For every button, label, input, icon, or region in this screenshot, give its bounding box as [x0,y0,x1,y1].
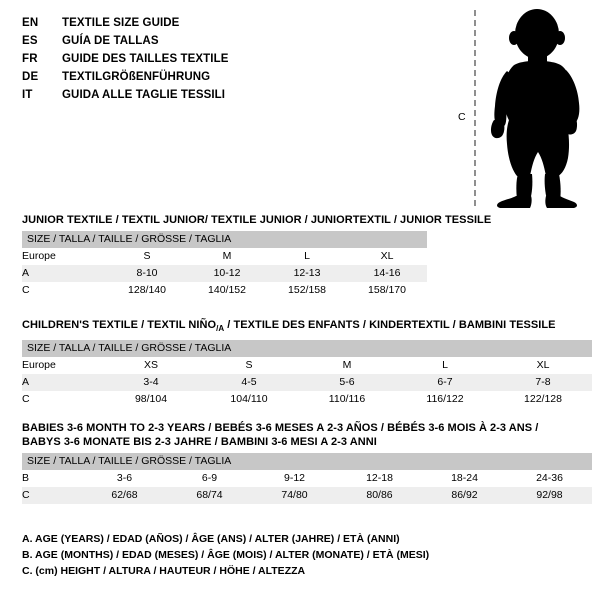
table-header-row: SIZE / TALLA / TAILLE / GRÖSSE / TAGLIA [22,340,592,358]
language-row-en: EN TEXTILE SIZE GUIDE [22,14,322,32]
cell-value: 92/98 [507,487,593,504]
cell-value: 80/86 [337,487,422,504]
cell-value: S [107,248,187,265]
language-code: ES [22,35,38,47]
cell-value: 14-16 [347,265,428,282]
cell-value: 104/110 [200,391,298,409]
babies-size-table: SIZE / TALLA / TAILLE / GRÖSSE / TAGLIA … [22,453,593,504]
cell-value: 140/152 [187,282,267,299]
table-row: A 8-10 10-12 12-13 14-16 [22,265,428,282]
height-measure-dotted-line [474,10,476,206]
cell-value: XS [102,357,200,375]
cell-value: M [187,248,267,265]
measure-label-c: C [458,111,466,123]
language-row-fr: FR GUIDE DES TAILLES TEXTILE [22,50,322,68]
cell-value: 24-36 [507,470,593,487]
row-label: A [22,374,102,392]
table-row: C 62/68 68/74 74/80 80/86 86/92 92/98 [22,487,593,504]
size-header-label: SIZE / TALLA / TAILLE / GRÖSSE / TAGLIA [22,231,428,248]
section-babies: BABIES 3-6 MONTH TO 2-3 YEARS / BEBÉS 3-… [22,421,593,504]
cell-value: 7-8 [494,374,592,392]
legend-item-a: A. AGE (YEARS) / EDAD (AÑOS) / ÂGE (ANS)… [22,533,400,545]
table-row: A 3-4 4-5 5-6 6-7 7-8 [22,374,592,392]
junior-size-table: SIZE / TALLA / TAILLE / GRÖSSE / TAGLIA … [22,231,428,299]
cell-value: 152/158 [267,282,347,299]
cell-value: 158/170 [347,282,428,299]
height-measurement-figure: C [450,8,600,208]
size-header-label: SIZE / TALLA / TAILLE / GRÖSSE / TAGLIA [22,340,592,358]
cell-value: 74/80 [252,487,337,504]
cell-value: 128/140 [107,282,187,299]
size-header-label: SIZE / TALLA / TAILLE / GRÖSSE / TAGLIA [22,453,593,470]
legend-item-c: C. (cm) HEIGHT / ALTURA / HAUTEUR / HÖHE… [22,565,306,577]
cell-value: 122/128 [494,391,592,409]
language-header-block: EN TEXTILE SIZE GUIDE ES GUÍA DE TALLAS … [22,14,322,104]
section-title-children-pre: CHILDREN'S TEXTILE / TEXTIL NIÑO [22,319,217,331]
language-title: GUÍA DE TALLAS [62,35,159,47]
cell-value: XL [347,248,428,265]
cell-value: 6-9 [167,470,252,487]
cell-value: 116/122 [396,391,494,409]
section-title-babies-line2: BABYS 3-6 MONATE BIS 2-3 JAHRE / BAMBINI… [22,436,377,448]
table-row: Europe XS S M L XL [22,357,592,375]
table-header-row: SIZE / TALLA / TAILLE / GRÖSSE / TAGLIA [22,231,428,248]
cell-value: 12-18 [337,470,422,487]
language-code: DE [22,71,39,83]
language-code: FR [22,53,38,65]
children-size-table: SIZE / TALLA / TAILLE / GRÖSSE / TAGLIA … [22,340,592,409]
cell-value: 4-5 [200,374,298,392]
section-title-children: CHILDREN'S TEXTILE / TEXTIL NIÑO/A / TEX… [22,318,592,336]
cell-value: 62/68 [82,487,167,504]
cell-value: 110/116 [298,391,396,409]
language-title: TEXTILE SIZE GUIDE [62,17,180,29]
cell-value: 3-4 [102,374,200,392]
section-title-children-post: / TEXTILE DES ENFANTS / KINDERTEXTIL / B… [224,319,556,331]
section-children: CHILDREN'S TEXTILE / TEXTIL NIÑO/A / TEX… [22,318,592,409]
cell-value: 5-6 [298,374,396,392]
cell-value: 10-12 [187,265,267,282]
cell-value: S [200,357,298,375]
child-silhouette-icon [480,8,595,208]
cell-value: 9-12 [252,470,337,487]
table-row: C 128/140 140/152 152/158 158/170 [22,282,428,299]
row-label: Europe [22,357,102,375]
cell-value: 12-13 [267,265,347,282]
language-row-it: IT GUIDA ALLE TAGLIE TESSILI [22,86,322,104]
section-title-junior: JUNIOR TEXTILE / TEXTIL JUNIOR/ TEXTILE … [22,214,492,226]
legend-block: A. AGE (YEARS) / EDAD (AÑOS) / ÂGE (ANS)… [22,531,492,579]
cell-value: 68/74 [167,487,252,504]
table-row: Europe S M L XL [22,248,428,265]
language-code: EN [22,17,39,29]
legend-item-b: B. AGE (MONTHS) / EDAD (MESES) / ÂGE (MO… [22,549,430,561]
language-title: GUIDE DES TAILLES TEXTILE [62,53,229,65]
cell-value: L [267,248,347,265]
cell-value: 18-24 [422,470,507,487]
section-title-babies-line1: BABIES 3-6 MONTH TO 2-3 YEARS / BEBÉS 3-… [22,422,539,434]
table-row: C 98/104 104/110 110/116 116/122 122/128 [22,391,592,409]
cell-value: XL [494,357,592,375]
cell-value: 98/104 [102,391,200,409]
row-label: C [22,487,82,504]
language-title: TEXTILGRÖßENFÜHRUNG [62,71,211,83]
row-label: Europe [22,248,107,265]
cell-value: M [298,357,396,375]
cell-value: 8-10 [107,265,187,282]
row-label: B [22,470,82,487]
cell-value: 3-6 [82,470,167,487]
cell-value: 86/92 [422,487,507,504]
cell-value: L [396,357,494,375]
row-label: A [22,265,107,282]
table-row: B 3-6 6-9 9-12 12-18 18-24 24-36 [22,470,593,487]
language-row-de: DE TEXTILGRÖßENFÜHRUNG [22,68,322,86]
language-row-es: ES GUÍA DE TALLAS [22,32,322,50]
table-header-row: SIZE / TALLA / TAILLE / GRÖSSE / TAGLIA [22,453,593,470]
cell-value: 6-7 [396,374,494,392]
language-title: GUIDA ALLE TAGLIE TESSILI [62,89,226,101]
section-junior: JUNIOR TEXTILE / TEXTIL JUNIOR/ TEXTILE … [22,213,491,299]
section-title-children-sub: /A [216,324,225,334]
row-label: C [22,391,102,409]
row-label: C [22,282,107,299]
language-code: IT [22,89,33,101]
